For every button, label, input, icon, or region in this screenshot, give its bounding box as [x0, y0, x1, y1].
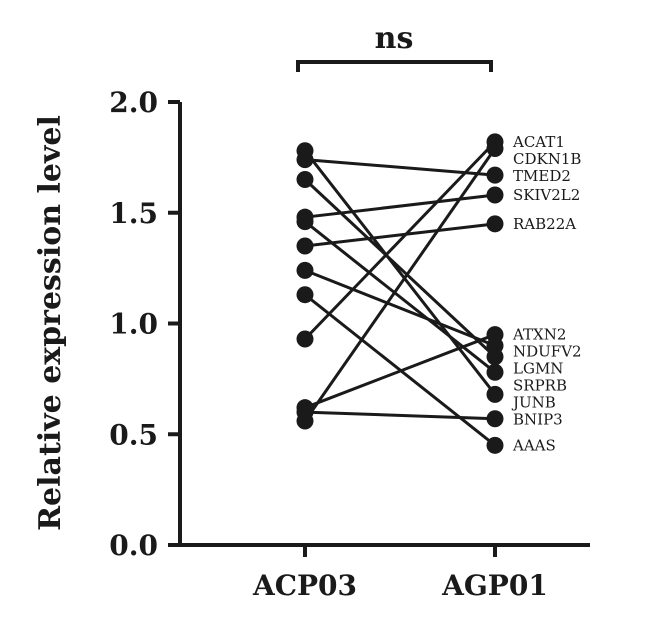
- series-line: [304, 220, 496, 374]
- data-point-agp01: [486, 385, 504, 403]
- series-line: [304, 193, 496, 219]
- gene-label: JUNB: [511, 394, 556, 412]
- data-point-acp03: [296, 330, 314, 348]
- y-tick-label: 1.5: [109, 197, 158, 230]
- gene-label: NDUFV2: [513, 343, 582, 361]
- series-line: [304, 222, 496, 248]
- gene-label: RAB22A: [513, 215, 576, 233]
- series-line: [303, 147, 497, 422]
- data-point-agp01: [486, 215, 504, 233]
- x-category-label: AGP01: [441, 569, 548, 602]
- series-line: [304, 158, 496, 177]
- series-line: [303, 178, 497, 358]
- data-point-acp03: [296, 261, 314, 279]
- y-ticks: 0.0 0.5 1.0 1.5 2.0: [109, 86, 180, 562]
- bracket-line: [296, 60, 493, 72]
- significance-bracket: ns: [296, 21, 493, 72]
- series-points: [296, 133, 504, 454]
- series-lines: [303, 140, 497, 447]
- series-line: [304, 293, 496, 447]
- series-line: [304, 268, 496, 348]
- gene-label: CDKN1B: [513, 150, 581, 168]
- gene-label: LGMN: [513, 360, 563, 378]
- series-line: [304, 410, 496, 421]
- gene-label: TMED2: [513, 167, 571, 185]
- x-category-label: ACP03: [252, 569, 357, 602]
- data-point-agp01: [486, 186, 504, 204]
- gene-label: BNIP3: [513, 411, 563, 429]
- data-point-acp03: [296, 286, 314, 304]
- data-point-agp01: [486, 436, 504, 454]
- gene-label: SRPRB: [513, 377, 567, 395]
- data-point-agp01: [486, 140, 504, 158]
- y-tick-label: 0.0: [109, 529, 158, 562]
- data-point-agp01: [486, 410, 504, 428]
- data-point-agp01: [486, 363, 504, 381]
- y-tick-label: 0.5: [109, 418, 158, 451]
- gene-label: SKIV2L2: [513, 186, 580, 204]
- data-point-acp03: [296, 142, 314, 160]
- data-point-acp03: [296, 237, 314, 255]
- gene-label: ACAT1: [512, 133, 565, 151]
- significance-label: ns: [375, 21, 414, 56]
- gene-label: ATXN2: [512, 326, 566, 344]
- data-point-acp03: [296, 213, 314, 231]
- data-point-acp03: [296, 403, 314, 421]
- data-point-acp03: [296, 171, 314, 189]
- y-tick-label: 2.0: [109, 86, 158, 119]
- y-axis-title: Relative expression level: [33, 115, 68, 531]
- series-line: [303, 140, 497, 341]
- x-ticks: ACP03 AGP01: [252, 545, 548, 602]
- data-point-agp01: [486, 348, 504, 366]
- gene-label: AAAS: [512, 436, 556, 454]
- series-line: [303, 149, 497, 396]
- y-tick-label: 1.0: [109, 308, 158, 341]
- data-point-agp01: [486, 166, 504, 184]
